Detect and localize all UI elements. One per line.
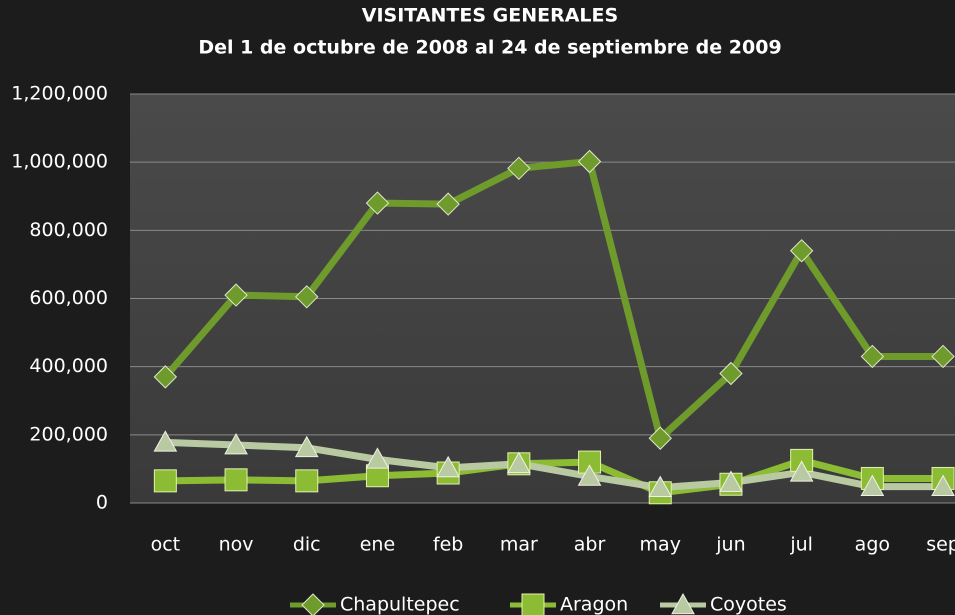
y-tick-label: 0	[96, 492, 108, 514]
marker	[860, 344, 885, 369]
x-tick-label: jun	[715, 534, 745, 556]
y-tick-label: 200,000	[29, 423, 108, 445]
marker	[295, 469, 319, 493]
marker	[224, 283, 248, 307]
marker	[577, 149, 602, 174]
series-line	[162, 157, 944, 442]
legend-marker	[671, 592, 695, 615]
chart-title: VISITANTES GENERALES	[362, 5, 618, 27]
legend-marker	[521, 593, 545, 615]
marker	[365, 191, 390, 215]
legend-label: Coyotes	[710, 594, 787, 615]
marker	[719, 361, 743, 386]
x-tick-label: mar	[500, 534, 538, 556]
marker	[153, 469, 177, 493]
marker	[648, 426, 672, 450]
marker	[507, 156, 531, 181]
marker	[224, 433, 248, 455]
marker	[365, 447, 390, 469]
marker	[436, 455, 460, 478]
x-tick-label: ago	[855, 534, 890, 556]
x-tick-label: sep	[926, 534, 955, 556]
marker	[931, 344, 955, 369]
marker	[153, 430, 178, 452]
x-tick-label: oct	[151, 534, 181, 556]
x-tick-label: jul	[789, 534, 813, 556]
marker	[577, 464, 602, 486]
y-tick-label: 400,000	[29, 355, 108, 377]
marker	[719, 470, 743, 492]
chart-subtitle: Del 1 de octubre de 2008 al 24 de septie…	[198, 37, 781, 59]
marker	[294, 435, 319, 458]
marker	[860, 474, 885, 496]
y-tick-label: 600,000	[29, 287, 108, 309]
marker	[436, 192, 460, 216]
y-tick-label: 1,000,000	[11, 151, 108, 173]
marker	[295, 285, 319, 309]
marker	[931, 474, 955, 496]
marker	[789, 239, 814, 263]
marker	[153, 365, 178, 389]
legend-label: Chapultepec	[340, 594, 460, 615]
series-line	[165, 438, 944, 492]
x-tick-label: abr	[574, 534, 606, 556]
marker	[224, 468, 248, 492]
x-tick-label: may	[640, 534, 681, 556]
y-tick-label: 800,000	[29, 219, 108, 241]
x-tick-label: ene	[360, 534, 395, 556]
series-line	[165, 456, 944, 497]
marker	[648, 475, 673, 497]
x-tick-label: feb	[433, 534, 463, 556]
marker	[789, 460, 814, 482]
x-tick-label: dic	[293, 534, 321, 556]
marker	[507, 451, 531, 474]
x-tick-label: nov	[219, 534, 254, 556]
legend-label: Aragon	[560, 594, 628, 615]
y-tick-label: 1,200,000	[11, 83, 108, 105]
legend-marker	[301, 593, 325, 615]
